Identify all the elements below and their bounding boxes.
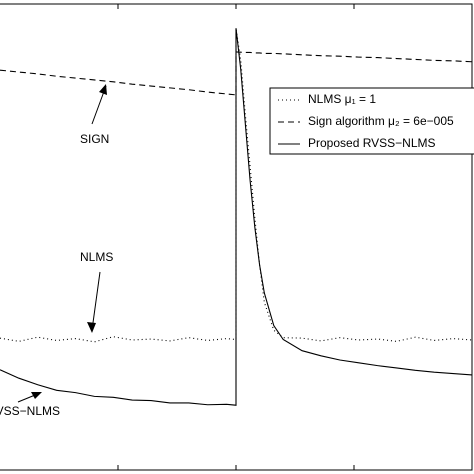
legend-label: NLMS μ₁ = 1	[308, 92, 376, 106]
arrowhead	[87, 322, 96, 333]
series-line	[0, 28, 473, 406]
series-line	[0, 51, 473, 96]
arrowhead	[31, 392, 42, 399]
arrowhead	[99, 84, 107, 95]
annotation: RVSS−NLMS	[0, 404, 60, 418]
series-line	[0, 28, 473, 343]
annotation-arrow	[91, 271, 101, 331]
legend: NLMS μ₁ = 1 Sign algorithm μ₂ = 6e−005 Pro…	[269, 87, 474, 155]
annotation: NLMS	[80, 250, 113, 264]
plot-area	[0, 4, 473, 470]
annotation: SIGN	[80, 132, 109, 146]
legend-label: Proposed RVSS−NLMS	[308, 136, 436, 150]
legend-label: Sign algorithm μ₂ = 6e−005	[308, 114, 454, 128]
legend-box	[269, 87, 474, 155]
